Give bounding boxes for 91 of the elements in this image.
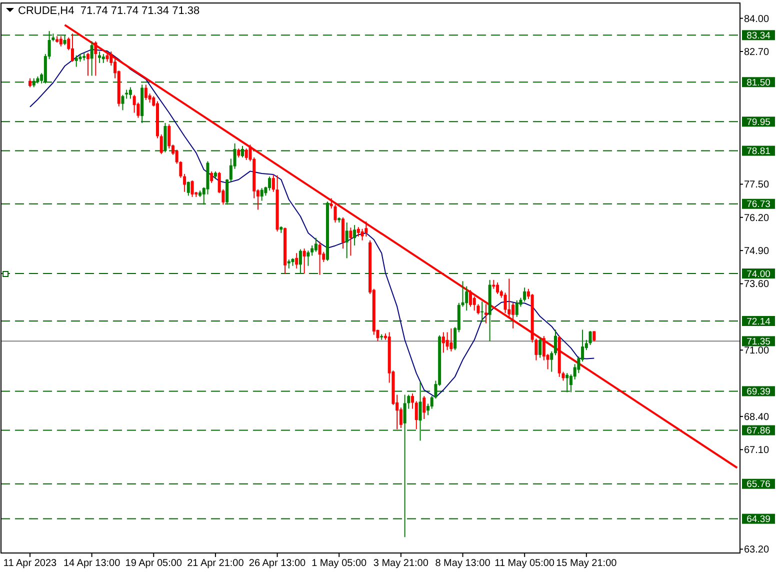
ref-line-label: 83.34 bbox=[746, 30, 770, 42]
candlestick bbox=[446, 332, 449, 351]
y-tick-label: 71.00 bbox=[744, 346, 770, 357]
y-tick-label: 74.90 bbox=[744, 246, 770, 258]
candlestick bbox=[554, 329, 557, 356]
candlestick bbox=[341, 216, 344, 250]
candlestick bbox=[592, 330, 596, 342]
chart-title: CRUDE,H4 71.74 71.74 71.34 71.38 bbox=[18, 5, 200, 17]
candlestick bbox=[356, 226, 360, 238]
ref-line-label: 64.39 bbox=[746, 514, 770, 526]
candlestick bbox=[353, 224, 356, 246]
x-tick-label: 11 May 05:00 bbox=[494, 558, 555, 569]
candlestick bbox=[86, 52, 90, 76]
candlestick bbox=[523, 287, 526, 302]
y-tick-label: 73.60 bbox=[744, 279, 770, 290]
candlestick bbox=[515, 300, 518, 318]
candlestick bbox=[345, 222, 348, 259]
candlestick bbox=[244, 148, 248, 160]
candlestick bbox=[160, 134, 163, 155]
ref-line-label: 71.35 bbox=[746, 336, 770, 348]
ref-line-label: 69.39 bbox=[746, 386, 770, 398]
candlestick bbox=[411, 392, 414, 410]
candlestick bbox=[190, 180, 194, 198]
candlestick bbox=[59, 36, 62, 47]
candlestick bbox=[414, 400, 418, 430]
candlestick bbox=[542, 336, 546, 361]
candlestick bbox=[480, 301, 484, 323]
ref-line-label: 81.50 bbox=[746, 77, 770, 88]
y-tick-label: 76.20 bbox=[744, 212, 770, 224]
y-tick-label: 68.40 bbox=[744, 412, 770, 423]
candlestick bbox=[314, 237, 318, 252]
x-tick-label: 3 May 21:00 bbox=[373, 558, 429, 569]
candlestick bbox=[128, 86, 132, 100]
candlestick bbox=[310, 244, 314, 256]
candlestick bbox=[511, 302, 514, 329]
ref-line-label: 74.00 bbox=[746, 268, 770, 280]
candlestick bbox=[538, 336, 542, 358]
candlestick bbox=[442, 332, 445, 354]
candlestick bbox=[63, 34, 66, 46]
x-tick-label: 21 Apr 21:00 bbox=[187, 558, 244, 569]
candlestick bbox=[550, 350, 554, 372]
candlestick bbox=[484, 304, 488, 324]
candlestick bbox=[298, 248, 302, 274]
candlestick bbox=[183, 174, 186, 192]
y-tick-label: 82.70 bbox=[744, 46, 770, 58]
candlestick bbox=[260, 188, 264, 202]
candlestick bbox=[90, 40, 94, 76]
y-tick-label: 77.50 bbox=[744, 180, 770, 191]
candlestick bbox=[268, 176, 272, 192]
candlestick bbox=[98, 50, 102, 64]
ref-line-label: 67.86 bbox=[746, 426, 770, 437]
x-tick-label: 1 May 05:00 bbox=[312, 558, 368, 569]
ref-line-label: 78.81 bbox=[746, 146, 770, 158]
candlestick bbox=[496, 282, 500, 294]
ref-line-label: 76.73 bbox=[746, 199, 770, 210]
y-tick-label: 84.00 bbox=[744, 14, 770, 25]
x-tick-label: 15 May 21:00 bbox=[556, 558, 618, 569]
y-tick-label: 63.20 bbox=[744, 544, 770, 556]
ref-line-label: 65.76 bbox=[746, 479, 770, 490]
candlestick bbox=[450, 328, 453, 352]
candlestick bbox=[226, 178, 229, 206]
candlestick bbox=[306, 250, 310, 266]
candlestick bbox=[349, 227, 352, 256]
x-tick-label: 11 Apr 2023 bbox=[3, 558, 58, 569]
x-tick-label: 8 May 13:00 bbox=[435, 558, 491, 569]
x-tick-label: 14 Apr 13:00 bbox=[63, 558, 121, 569]
candlestick bbox=[588, 330, 592, 346]
candlestick bbox=[74, 54, 78, 68]
candlestick bbox=[144, 84, 148, 100]
candlestick bbox=[403, 394, 406, 538]
candlestick bbox=[302, 248, 306, 274]
x-tick-label: 26 Apr 13:00 bbox=[248, 558, 306, 569]
ref-line-label: 72.14 bbox=[746, 316, 770, 328]
candlestick bbox=[295, 252, 298, 269]
candlestick bbox=[422, 396, 426, 420]
candlestick bbox=[508, 278, 511, 318]
candlestick bbox=[364, 220, 368, 238]
candlestick bbox=[566, 372, 569, 393]
candlestick bbox=[121, 94, 124, 111]
x-tick-label: 19 Apr 05:00 bbox=[125, 558, 182, 569]
candlestick bbox=[318, 241, 322, 276]
candlestick bbox=[186, 181, 190, 196]
ref-line-label: 79.95 bbox=[746, 117, 770, 128]
candlestick bbox=[94, 40, 98, 76]
candlestick bbox=[70, 33, 74, 62]
candlestick bbox=[272, 174, 275, 192]
candlestick bbox=[210, 170, 214, 184]
candlestick bbox=[418, 382, 422, 442]
candlestick bbox=[468, 290, 472, 308]
y-tick-label: 67.10 bbox=[744, 445, 770, 456]
candlestick bbox=[241, 145, 244, 158]
